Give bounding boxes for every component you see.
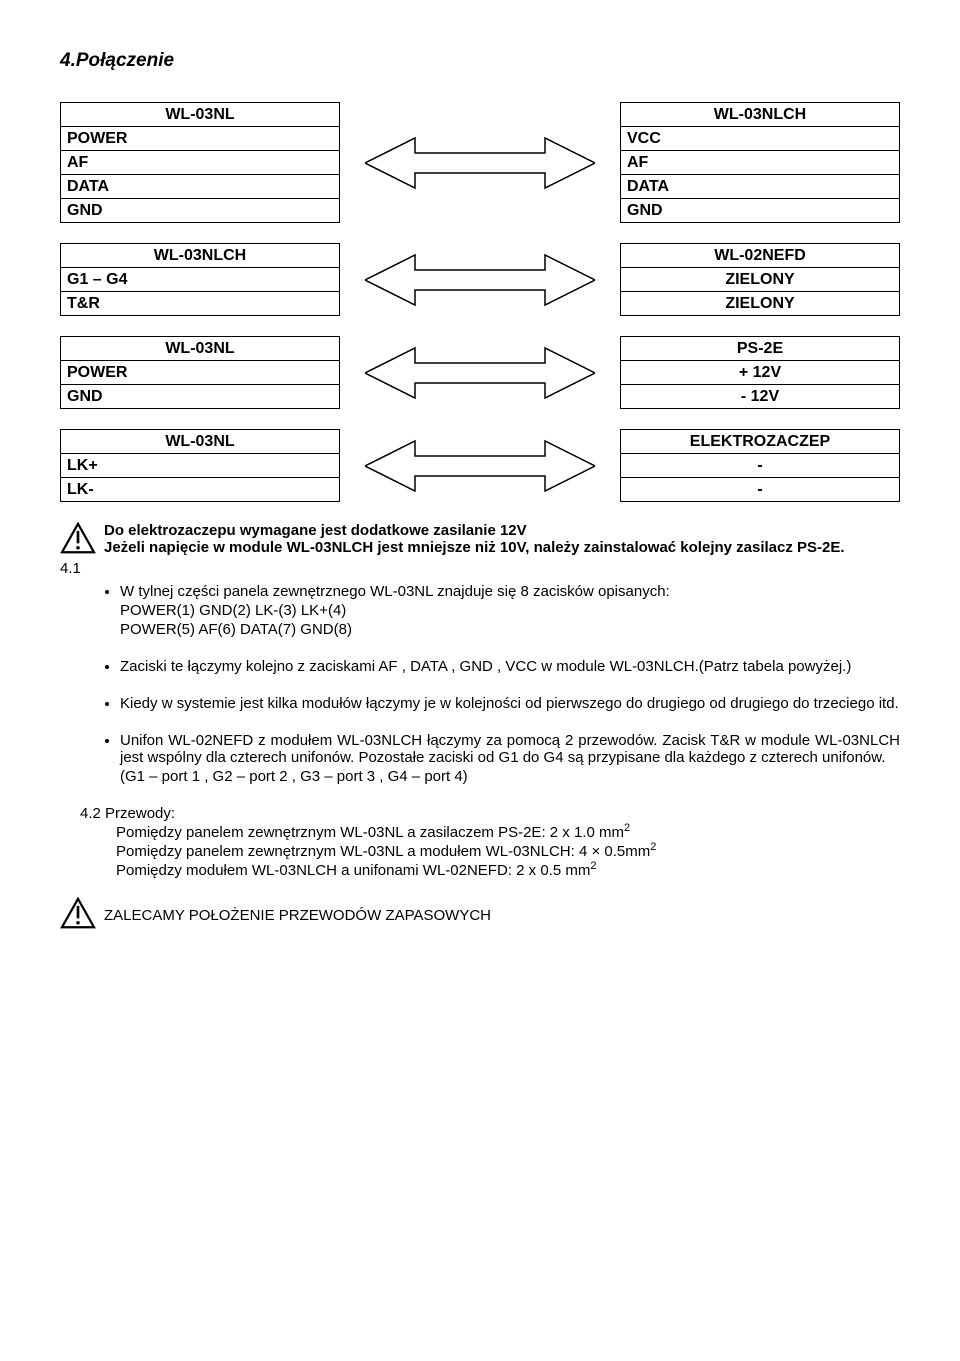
- table-header: ELEKTROZACZEP: [621, 430, 900, 454]
- table-header: WL-03NLCH: [621, 103, 900, 127]
- table-cell: DATA: [621, 175, 900, 199]
- warning-icon: [60, 897, 96, 929]
- pair-table: WL-03NLPOWERGND: [60, 336, 340, 409]
- wire-spec-line: Pomiędzy modułem WL-03NLCH a unifonami W…: [116, 860, 900, 879]
- final-note-text: ZALECAMY POŁOŻENIE PRZEWODÓW ZAPASOWYCH: [104, 907, 491, 924]
- table-header: WL-03NLCH: [61, 244, 340, 268]
- table-cell: LK+: [61, 454, 340, 478]
- table-cell: POWER: [61, 361, 340, 385]
- table-cell: - 12V: [621, 385, 900, 409]
- table-cell: G1 – G4: [61, 268, 340, 292]
- table-cell: ZIELONY: [621, 292, 900, 316]
- table-cell: AF: [61, 151, 340, 175]
- pair-row: WL-03NLLK+LK-ELEKTROZACZEP--: [60, 429, 900, 502]
- section-heading: 4.Połączenie: [60, 50, 900, 72]
- table-cell: T&R: [61, 292, 340, 316]
- table-cell: -: [621, 454, 900, 478]
- section-4-2: 4.2 Przewody: Pomiędzy panelem zewnętrzn…: [60, 805, 900, 879]
- table-cell: + 12V: [621, 361, 900, 385]
- table-cell: GND: [61, 385, 340, 409]
- table-header: WL-03NL: [61, 337, 340, 361]
- double-arrow: [340, 102, 620, 223]
- table-cell: VCC: [621, 127, 900, 151]
- pair-row: WL-03NLCHG1 – G4T&RWL-02NEFDZIELONYZIELO…: [60, 243, 900, 316]
- warning-line-2: Jeżeli napięcie w module WL-03NLCH jest …: [104, 539, 900, 556]
- pair-table: ELEKTROZACZEP--: [620, 429, 900, 502]
- pair-table: WL-02NEFDZIELONYZIELONY: [620, 243, 900, 316]
- table-cell: ZIELONY: [621, 268, 900, 292]
- list-item: Kiedy w systemie jest kilka modułów łącz…: [120, 695, 900, 712]
- list-item: W tylnej części panela zewnętrznego WL-0…: [120, 583, 900, 638]
- wire-spec-line: Pomiędzy panelem zewnętrznym WL-03NL a m…: [116, 841, 900, 860]
- table-header: PS-2E: [621, 337, 900, 361]
- warning-icon: [60, 522, 96, 554]
- pair-table: WL-03NLCHG1 – G4T&R: [60, 243, 340, 316]
- section-4-2-lines: Pomiędzy panelem zewnętrznym WL-03NL a z…: [80, 822, 900, 879]
- table-cell: GND: [61, 199, 340, 223]
- table-cell: DATA: [61, 175, 340, 199]
- double-arrow: [340, 429, 620, 502]
- pair-table: WL-03NLCHVCCAFDATAGND: [620, 102, 900, 223]
- list-item: Zaciski te łączymy kolejno z zaciskami A…: [120, 658, 900, 675]
- connection-tables: WL-03NLPOWERAFDATAGNDWL-03NLCHVCCAFDATAG…: [60, 102, 900, 502]
- double-arrow: [340, 243, 620, 316]
- double-arrow: [340, 336, 620, 409]
- pair-table: PS-2E+ 12V- 12V: [620, 336, 900, 409]
- warning-line-1: Do elektrozaczepu wymagane jest dodatkow…: [104, 522, 900, 539]
- pair-row: WL-03NLPOWERGND PS-2E+ 12V- 12V: [60, 336, 900, 409]
- table-cell: GND: [621, 199, 900, 223]
- pair-table: WL-03NLPOWERAFDATAGND: [60, 102, 340, 223]
- warning-body: Do elektrozaczepu wymagane jest dodatkow…: [104, 522, 900, 556]
- pair-table: WL-03NLLK+LK-: [60, 429, 340, 502]
- table-cell: POWER: [61, 127, 340, 151]
- table-header: WL-03NL: [61, 103, 340, 127]
- table-cell: -: [621, 478, 900, 502]
- wire-spec-line: Pomiędzy panelem zewnętrznym WL-03NL a z…: [116, 822, 900, 841]
- table-header: WL-02NEFD: [621, 244, 900, 268]
- warning-icon-col: 4.1: [60, 522, 96, 577]
- bullet-list: W tylnej części panela zewnętrznego WL-0…: [60, 583, 900, 785]
- section-4-2-label: 4.2 Przewody:: [80, 805, 175, 822]
- final-note-row: ZALECAMY POŁOŻENIE PRZEWODÓW ZAPASOWYCH: [60, 897, 900, 933]
- table-cell: LK-: [61, 478, 340, 502]
- pair-row: WL-03NLPOWERAFDATAGNDWL-03NLCHVCCAFDATAG…: [60, 102, 900, 223]
- list-item: Unifon WL-02NEFD z modułem WL-03NLCH łąc…: [120, 732, 900, 785]
- table-cell: AF: [621, 151, 900, 175]
- warning-icon-2: [60, 897, 96, 933]
- table-header: WL-03NL: [61, 430, 340, 454]
- warning-block: 4.1 Do elektrozaczepu wymagane jest doda…: [60, 522, 900, 577]
- index-41: 4.1: [60, 560, 96, 577]
